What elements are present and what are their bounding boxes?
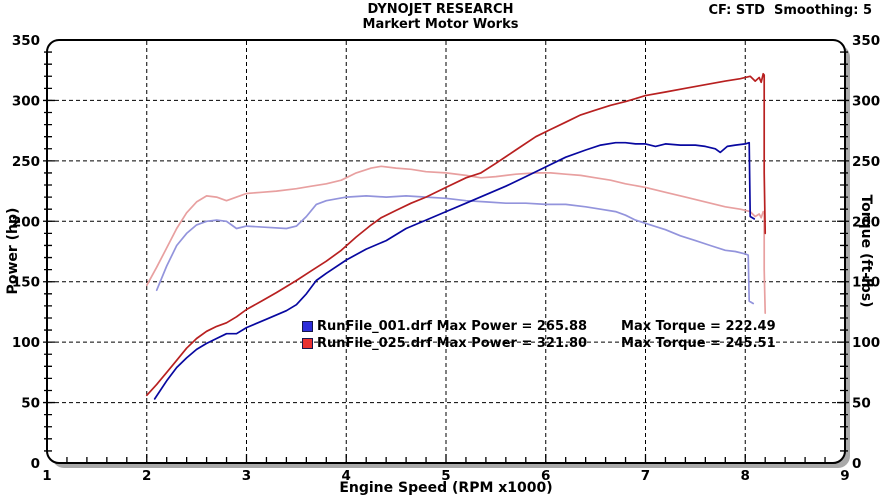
legend-max-power-text: RunFile_025.drf Max Power = 321.80 bbox=[317, 336, 588, 351]
left-axis-tick-label: 250 bbox=[12, 154, 40, 170]
right-axis-tick-label: 350 bbox=[852, 33, 880, 49]
legend-marker-swatch bbox=[302, 338, 313, 349]
legend-marker-swatch bbox=[302, 321, 313, 332]
runfile-001-power-curve bbox=[153, 141, 756, 400]
x-axis-title: Engine Speed (RPM x1000) bbox=[339, 480, 553, 496]
legend-max-power-text: RunFile_001.drf Max Power = 265.88 bbox=[317, 319, 588, 334]
right-axis-tick-label: 150 bbox=[852, 275, 880, 291]
x-axis-tick-label: 6 bbox=[541, 468, 550, 484]
x-axis-tick-label: 1 bbox=[42, 468, 51, 484]
left-axis-tick-label: 150 bbox=[12, 275, 40, 291]
left-axis-tick-label: 0 bbox=[31, 456, 40, 472]
x-axis-tick-label: 2 bbox=[142, 468, 151, 484]
legend-entry: RunFile_001.drf Max Power = 265.88 Max To… bbox=[302, 318, 776, 335]
runfile-025-torque-curve bbox=[145, 165, 767, 314]
right-axis-tick-label: 50 bbox=[852, 396, 871, 412]
legend-entry: RunFile_025.drf Max Power = 321.80 Max To… bbox=[302, 335, 776, 352]
left-axis-tick-label: 100 bbox=[12, 335, 40, 351]
x-axis-tick-label: 8 bbox=[741, 468, 750, 484]
right-axis-title: Torque (ft-lbs) bbox=[858, 194, 874, 308]
legend-max-torque-text: Max Torque = 245.51 bbox=[621, 336, 776, 351]
right-axis-tick-label: 100 bbox=[852, 335, 880, 351]
right-axis-tick-label: 200 bbox=[852, 214, 880, 230]
page-subtitle: Markert Motor Works bbox=[362, 17, 519, 32]
header: DYNOJET RESEARCH Markert Motor Works bbox=[0, 2, 881, 32]
left-axis-tick-label: 300 bbox=[12, 93, 40, 109]
right-axis-tick-label: 300 bbox=[852, 93, 880, 109]
x-axis-tick-label: 3 bbox=[242, 468, 251, 484]
legend-max-torque-text: Max Torque = 222.49 bbox=[621, 319, 776, 334]
axis-ticks bbox=[43, 51, 849, 462]
left-axis-tick-label: 50 bbox=[21, 396, 40, 412]
left-axis-tick-label: 200 bbox=[12, 214, 40, 230]
x-axis-tick-label: 4 bbox=[342, 468, 351, 484]
tick-labels: 0 50 100 150 200 250 300 350 0 50 100 150 200 250 300 3… bbox=[12, 33, 880, 484]
gridlines bbox=[48, 41, 844, 462]
left-axis-title: Power (hp) bbox=[5, 207, 21, 295]
x-axis-tick-label: 7 bbox=[641, 468, 650, 484]
runfile-001-torque-curve bbox=[155, 195, 755, 305]
x-axis-tick-label: 9 bbox=[840, 468, 849, 484]
right-axis-tick-label: 250 bbox=[852, 154, 880, 170]
chart-legend: RunFile_001.drf Max Power = 265.88 Max To… bbox=[302, 318, 776, 352]
right-axis-tick-label: 0 bbox=[852, 456, 861, 472]
runfile-025-power-curve bbox=[145, 72, 767, 397]
x-axis-tick-label: 5 bbox=[441, 468, 450, 484]
left-axis-tick-label: 350 bbox=[12, 33, 40, 49]
page-title: DYNOJET RESEARCH bbox=[367, 2, 514, 17]
correction-smoothing-info: CF: STD Smoothing: 5 bbox=[708, 3, 872, 18]
